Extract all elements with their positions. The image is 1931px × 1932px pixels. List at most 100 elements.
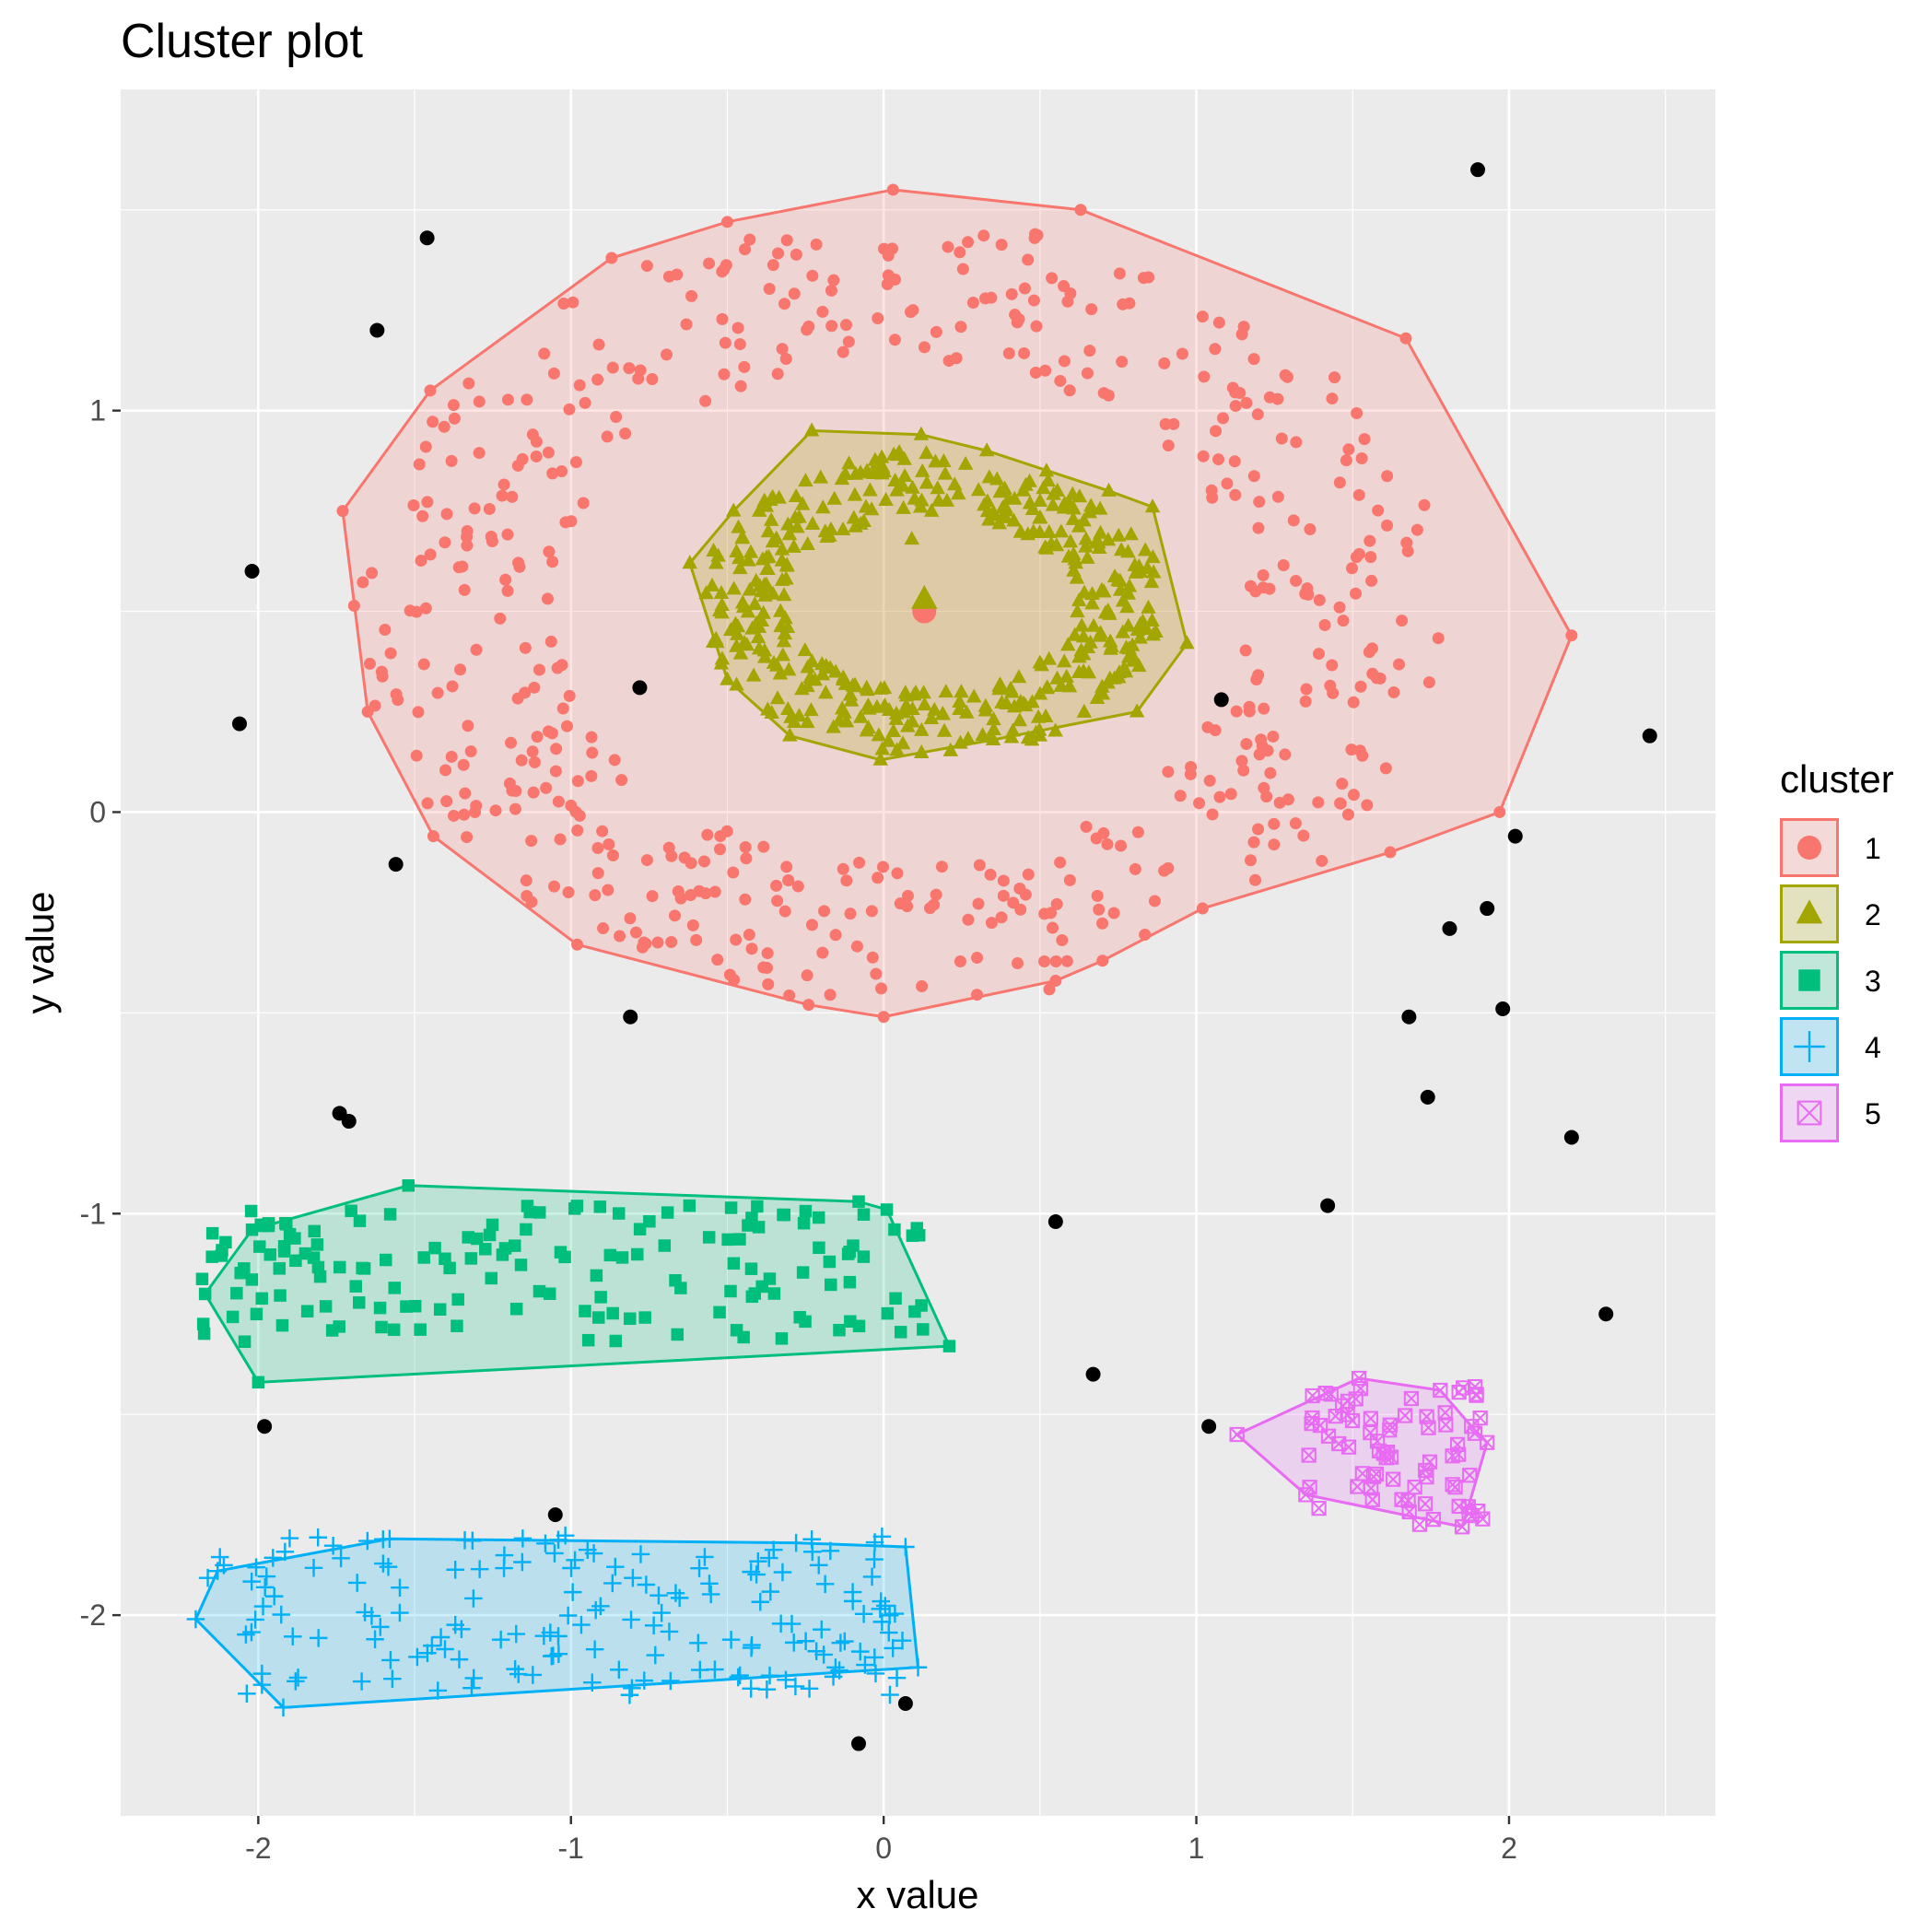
cluster-3-point [917,1323,930,1336]
cluster-1-point [995,911,1008,924]
cluster-4-point [815,1575,835,1594]
cluster-1-point [1206,808,1219,821]
cluster-1-point [461,539,474,552]
cluster-3-point [825,1278,837,1292]
cluster-1-point [1399,332,1412,345]
cluster-1-point [632,372,645,385]
cluster-1-point [1050,897,1063,910]
cluster-2-point [756,642,773,657]
cluster-2-point [859,722,875,737]
cluster-4-point [247,1558,265,1576]
cluster-1-point [886,183,899,196]
cluster-1-point [1148,895,1161,907]
cluster-1-point [718,368,731,381]
cluster-1-point [505,736,518,749]
cluster-1-point [703,257,716,270]
cluster-4-point [464,1589,483,1608]
cluster-4-point [821,1541,840,1561]
cluster-3-point [833,1323,846,1337]
cluster-1-point [1304,523,1317,536]
cluster-3-point [843,1275,857,1289]
cluster-4-point [186,1610,205,1629]
cluster-1-point [818,905,831,918]
cluster-2-point [747,596,763,611]
cluster-4-point [246,1610,264,1629]
cluster-1-point [563,689,576,702]
cluster-2-point [800,535,815,550]
cluster-4-point [347,1574,367,1592]
cluster-3-point [414,1323,427,1336]
cluster-5-point [1351,1370,1367,1387]
cluster-3-point [349,1280,362,1293]
cluster-1-point [501,393,514,406]
cluster-5-point [1331,1435,1347,1452]
cluster-2-point [773,603,789,617]
cluster-1-point [771,895,784,907]
cluster-3-point [724,1284,737,1298]
cluster-4-point [637,1575,656,1594]
cluster-1-point [942,240,954,253]
cluster-1-point [509,785,522,798]
cluster-4-point [666,1584,685,1602]
cluster-1-point [942,355,955,368]
cluster-2-point [1120,617,1136,632]
cluster-1-point [615,774,628,787]
cluster-1-point [1396,615,1409,627]
cluster-1-point [499,573,512,586]
cluster-3-point [748,1287,761,1300]
cluster-3-point [857,1250,871,1263]
cluster-2-point [1144,498,1161,513]
cluster-3-point [724,1201,738,1214]
cluster-4-point [759,1549,778,1567]
cluster-4-point [813,1620,831,1639]
cluster-3-point [400,1300,413,1313]
cluster-2-point [977,702,994,717]
cluster-5-point [1437,1405,1453,1421]
cluster-1-point [1162,439,1175,452]
cluster-1-point [1374,672,1387,685]
cluster-1-point [1239,644,1252,657]
cluster-1-point [591,373,604,386]
cluster-2-point [1053,677,1069,692]
cluster-2-point [923,709,940,724]
cluster-2-point [763,511,779,526]
cluster-1-point [762,978,775,990]
cluster-1-point [606,361,619,374]
cluster-1-point [708,885,721,898]
cluster-2-point [1092,500,1108,515]
cluster-1-point [837,862,849,875]
x-tick-label: -1 [558,1832,584,1865]
cluster-5-point [1305,1410,1320,1426]
cluster-2-point [765,585,781,600]
cluster-1-point [1342,443,1355,456]
cluster-1-point [1056,934,1069,947]
cluster-5-point [1425,1512,1442,1528]
cluster-2-point [713,584,730,599]
cluster-1-point [540,781,553,794]
cluster-1-point [538,347,551,360]
cluster-2-point [834,700,850,715]
cluster-1-point [825,320,838,333]
cluster-2-point [745,667,762,682]
cluster-5-point [1438,1417,1454,1433]
cluster-2-point [1071,488,1088,503]
cluster-1-point [1045,907,1058,919]
cluster-1-point [824,989,837,1001]
cluster-1-point [646,890,659,903]
cluster-1-point [468,502,481,515]
cluster-1-point [458,808,471,821]
cluster-1-point [1432,632,1445,645]
cluster-2-point [827,663,844,678]
cluster-1-point [579,396,591,409]
cluster-3-point [255,1292,268,1306]
cluster-4-point [280,1528,299,1548]
cluster-4-point [253,1597,273,1616]
cluster-1-point [531,731,544,744]
cluster-4-point [742,1680,760,1698]
cluster-2-point [800,659,816,673]
cluster-3-point [721,1233,734,1247]
legend-label-1: 1 [1865,832,1881,865]
cluster-2-point [786,538,802,553]
cluster-3-point [674,1282,687,1294]
cluster-2-point [1121,649,1137,663]
